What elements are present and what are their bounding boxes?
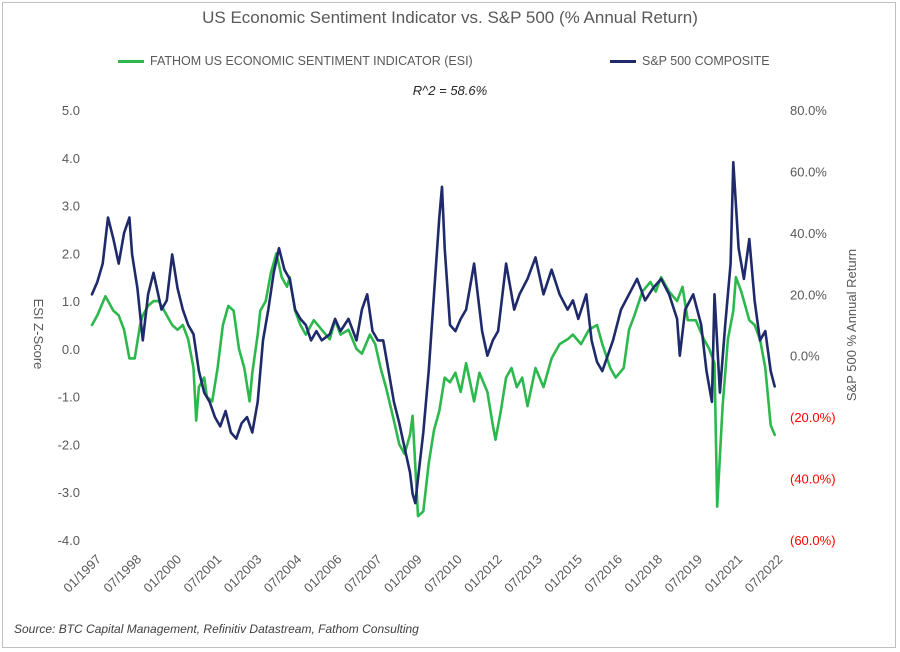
- x-tick-label: 01/2009: [381, 552, 425, 596]
- x-tick-label: 01/2018: [621, 552, 665, 596]
- x-tick-label: 07/2010: [421, 552, 465, 596]
- right-tick-label: (40.0%): [790, 472, 836, 487]
- x-tick-label: 07/2022: [742, 552, 786, 596]
- legend-item-sp500: S&P 500 COMPOSITE: [610, 54, 770, 68]
- right-tick-label: (20.0%): [790, 410, 836, 425]
- legend-label-sp500: S&P 500 COMPOSITE: [642, 54, 770, 68]
- left-tick-label: 3.0: [62, 199, 80, 214]
- x-tick-label: 07/2007: [341, 552, 385, 596]
- chart-title: US Economic Sentiment Indicator vs. S&P …: [202, 8, 698, 27]
- x-tick-label: 07/2016: [581, 552, 625, 596]
- left-tick-label: 0.0: [62, 342, 80, 357]
- right-axis-ticks: 80.0% 60.0% 40.0% 20.0% 0.0% (20.0%) (40.0%) (6…: [790, 103, 836, 548]
- series-line-sp500: [90, 160, 777, 505]
- x-tick-label: 07/1998: [100, 552, 144, 596]
- right-tick-label: 40.0%: [790, 226, 827, 241]
- series-layer: [90, 160, 777, 518]
- legend-label-esi: FATHOM US ECONOMIC SENTIMENT INDICATOR (…: [150, 54, 473, 68]
- left-tick-label: -1.0: [58, 390, 80, 405]
- left-tick-label: 5.0: [62, 103, 80, 118]
- x-tick-label: 01/2021: [702, 552, 746, 596]
- x-tick-label: 01/2003: [221, 552, 265, 596]
- legend-swatch-sp500: [610, 59, 636, 63]
- right-tick-label: 0.0%: [790, 349, 820, 364]
- x-tick-label: 07/2001: [181, 552, 225, 596]
- left-axis-ticks: 5.0 4.0 3.0 2.0 1.0 0.0 -1.0 -2.0 -3.0 -4.0: [58, 103, 80, 548]
- left-tick-label: 1.0: [62, 294, 80, 309]
- x-tick-label: 01/1997: [60, 552, 104, 596]
- x-tick-label: 01/2015: [541, 552, 585, 596]
- legend-item-esi: FATHOM US ECONOMIC SENTIMENT INDICATOR (…: [118, 54, 473, 68]
- right-axis-title: S&P 500 % Annual Return: [844, 249, 859, 401]
- source-note: Source: BTC Capital Management, Refiniti…: [14, 622, 419, 636]
- right-tick-label: 60.0%: [790, 164, 827, 179]
- r-squared-annotation: R^2 = 58.6%: [412, 83, 488, 98]
- left-tick-label: 4.0: [62, 151, 80, 166]
- left-tick-label: -2.0: [58, 437, 80, 452]
- left-tick-label: -3.0: [58, 485, 80, 500]
- x-tick-label: 01/2006: [301, 552, 345, 596]
- left-tick-label: -4.0: [58, 533, 80, 548]
- left-axis-title: ESI Z-Score: [31, 299, 46, 370]
- x-tick-label: 07/2013: [501, 552, 545, 596]
- x-tick-label: 01/2000: [140, 552, 184, 596]
- x-tick-label: 07/2004: [261, 552, 305, 596]
- right-tick-label: 20.0%: [790, 287, 827, 302]
- right-tick-label: (60.0%): [790, 533, 836, 548]
- legend-swatch-esi: [118, 59, 144, 63]
- left-tick-label: 2.0: [62, 246, 80, 261]
- x-tick-label: 07/2019: [661, 552, 705, 596]
- right-tick-label: 80.0%: [790, 103, 827, 118]
- x-tick-label: 01/2012: [461, 552, 505, 596]
- x-axis-ticks: 01/199707/199801/200007/200101/200307/20…: [60, 552, 785, 596]
